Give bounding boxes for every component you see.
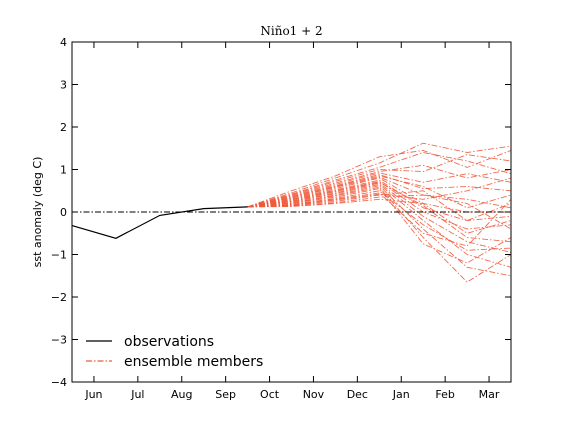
ensemble-member-line [247,180,512,230]
x-tick-label: Oct [260,388,280,401]
ensemble-member-line [247,149,512,208]
x-tick-label: Jun [84,388,102,401]
x-tick-label: Dec [347,388,368,401]
ensemble-member-line [247,142,512,208]
x-tick-label: Sep [215,388,236,401]
x-tick-label: Jan [392,388,410,401]
y-tick-label: 3 [60,79,67,92]
ensemble-member-line [247,198,512,234]
x-tick-label: Mar [479,388,500,401]
chart-title: Niño1 + 2 [260,24,322,38]
y-tick-label: 4 [60,36,67,49]
ensemble-member-line [247,190,512,222]
plot-marks [71,142,512,283]
ensemble-member-line [247,154,512,208]
observations-line [71,206,248,239]
y-tick-label: 1 [60,164,67,177]
axis-ticks: −4 −3 −2 −1 0 1 2 3 4 Jun Jul Aug Sep Oct Nov Dec Jan Feb… [51,36,511,401]
ensemble-member-line [247,183,512,268]
y-tick-label: −3 [51,334,67,347]
ensemble-member-line [247,174,512,208]
x-tick-label: Nov [303,388,325,401]
y-tick-label: −2 [51,291,67,304]
y-axis-title: sst anomaly (deg C) [31,157,44,268]
x-tick-label: Aug [171,388,192,401]
ensemble-member-line [247,185,512,277]
legend-label: ensemble members [124,354,263,370]
ensemble-member-line [247,179,512,221]
x-tick-label: Jul [130,388,144,401]
ensemble-member-line [247,175,512,209]
y-tick-label: −4 [51,376,67,389]
x-tick-label: Feb [435,388,454,401]
y-tick-label: −1 [51,249,67,262]
y-tick-label: 2 [60,121,67,134]
ensemble-member-line [247,181,512,243]
ensemble-member-line [247,176,512,209]
legend: observations ensemble members [86,334,263,370]
legend-label: observations [124,334,214,350]
y-tick-label: 0 [60,206,67,219]
